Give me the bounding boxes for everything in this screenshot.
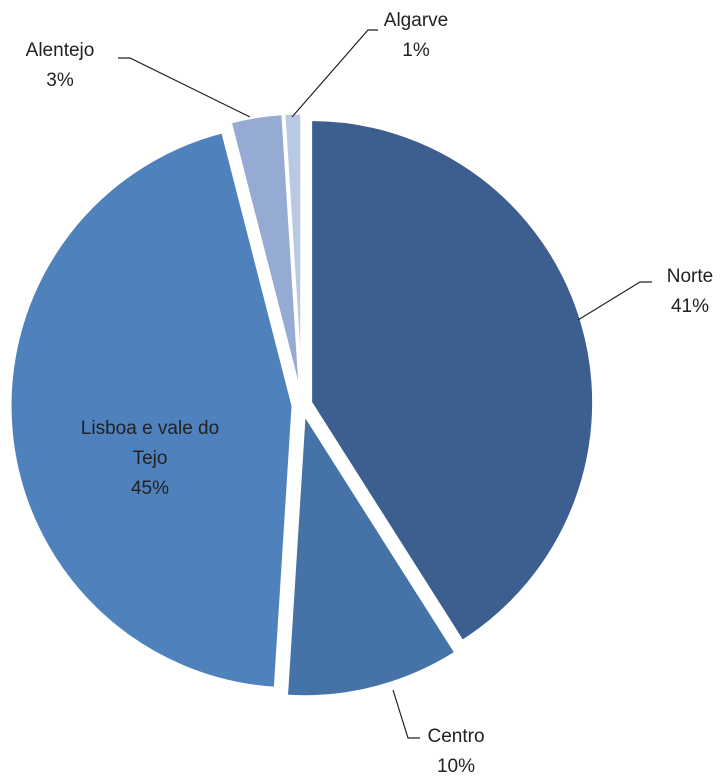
pie-slice (228, 112, 303, 397)
leader-line (392, 689, 420, 739)
value-label: 10% (436, 756, 476, 777)
slice-label: Norte 41% (667, 262, 713, 322)
leader-line (291, 29, 378, 118)
value-label: 3% (46, 70, 74, 91)
category-label: Lisboa e vale do Tejo (80, 418, 220, 469)
value-label: 41% (670, 296, 710, 317)
pie-slice (8, 129, 295, 690)
slice-label: Centro 10% (427, 722, 484, 782)
category-label: Centro (427, 726, 485, 747)
value-label: 1% (402, 40, 430, 61)
category-label: Algarve (383, 10, 449, 31)
value-label: 45% (130, 478, 170, 499)
leader-line (118, 57, 251, 118)
category-label: Norte (666, 266, 714, 287)
leader-line (577, 281, 652, 321)
pie-slice (284, 409, 458, 699)
category-label: Alentejo (25, 40, 95, 61)
slice-label: Lisboa e vale do Tejo 45% (75, 414, 225, 504)
slice-label: Algarve 1% (384, 6, 448, 66)
slice-label: Alentejo 3% (26, 36, 95, 96)
pie-slice (309, 117, 596, 644)
